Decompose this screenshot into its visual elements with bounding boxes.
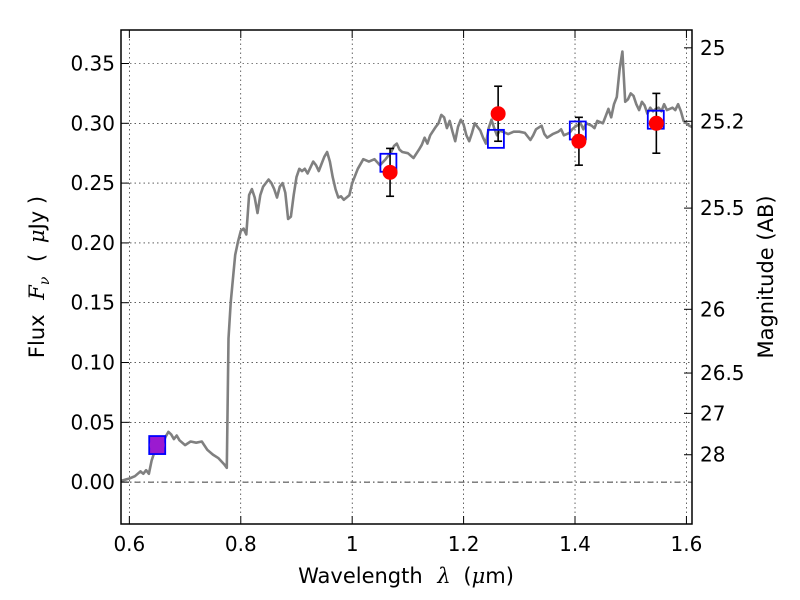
y2-tick-label: 25	[700, 36, 725, 60]
x-tick-label: 1.6	[671, 532, 703, 556]
x-tick-label: 1	[346, 532, 359, 556]
y-tick-label: 0.15	[70, 291, 115, 315]
y2-tick-label: 25.2	[700, 109, 745, 133]
x-tick-label: 1.4	[559, 532, 591, 556]
spectrum-line	[120, 50, 693, 483]
axis-ticks: 0.6 0.8 1 1.2 1.4 1.6 0.00 0.05 0.10 0.15 0.20 0.25…	[70, 30, 745, 556]
y-tick-label: 0.25	[70, 171, 115, 195]
model-square-marker	[487, 128, 505, 149]
plot-area	[120, 50, 693, 483]
y2-tick-label: 27	[700, 401, 725, 425]
y2-tick-label: 25.5	[700, 196, 745, 220]
x-axis-label: Wavelength λ (μm)	[298, 564, 514, 588]
y2-axis-label: Magnitude (AB)	[754, 195, 778, 358]
y-tick-label: 0.35	[70, 51, 115, 75]
x-tick-label: 1.2	[448, 532, 480, 556]
y2-tick-label: 26	[700, 297, 725, 321]
observed-point	[149, 437, 165, 453]
observed-point	[490, 106, 506, 122]
y-tick-label: 0.00	[70, 470, 115, 494]
y2-tick-label: 26.5	[700, 361, 745, 385]
observed-point	[382, 164, 398, 180]
y2-tick-label: 28	[700, 443, 725, 467]
y-tick-label: 0.20	[70, 231, 115, 255]
x-tick-label: 0.6	[113, 532, 145, 556]
y-tick-label: 0.10	[70, 351, 115, 375]
plot-frame	[120, 29, 693, 525]
y-tick-label: 0.05	[70, 410, 115, 434]
y-axis-label: Flux Fν ( μJy )	[25, 196, 54, 358]
observed-point	[648, 115, 664, 131]
observed-point	[571, 133, 587, 149]
x-tick-label: 0.8	[225, 532, 257, 556]
y-tick-label: 0.30	[70, 111, 115, 135]
